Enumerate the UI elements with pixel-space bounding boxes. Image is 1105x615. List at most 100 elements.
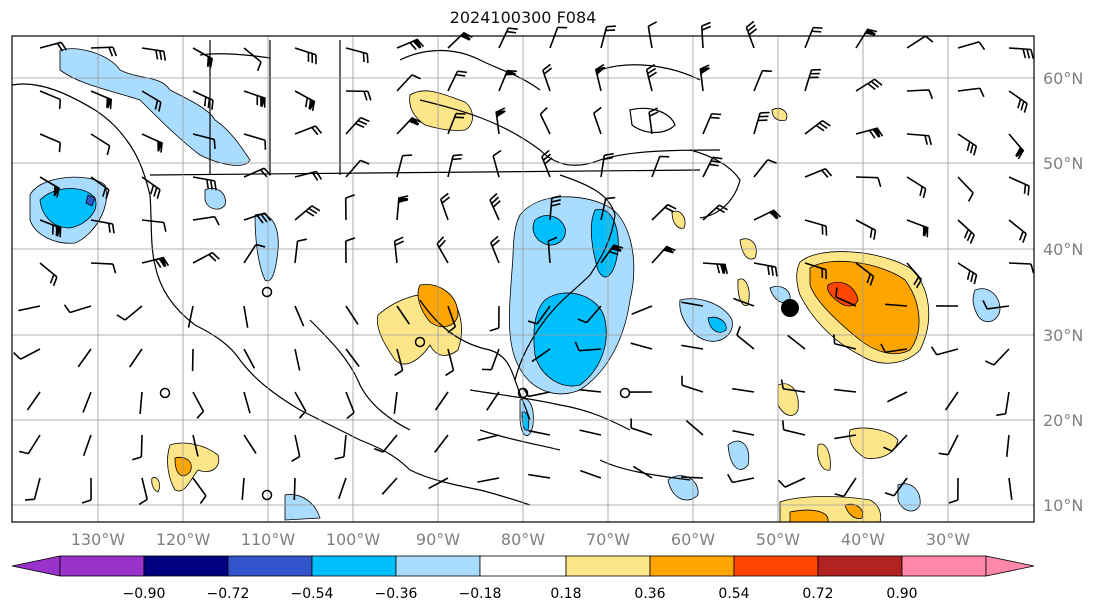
lat-tick-label: 20°N — [1043, 411, 1083, 430]
colorbar-label: 0.90 — [886, 586, 917, 602]
wind-barb — [834, 434, 857, 440]
wind-barb — [777, 477, 806, 488]
wind-barb — [447, 112, 466, 135]
wind-barb — [957, 133, 978, 156]
wind-barb — [957, 176, 974, 202]
wind-barb — [681, 301, 704, 307]
wind-barb — [192, 215, 220, 226]
wind-barb — [77, 348, 92, 368]
wind-barb — [880, 343, 908, 354]
colorbar-label: 0.72 — [802, 586, 833, 602]
calm-circle — [159, 387, 171, 399]
wind-barb — [63, 304, 92, 314]
wind-barb — [192, 133, 216, 149]
wind-barb — [90, 133, 111, 156]
wind-barb — [579, 429, 602, 436]
wind-barb — [393, 391, 398, 414]
wind-barb — [753, 69, 772, 92]
wind-barb — [580, 469, 602, 479]
wind-barb — [732, 429, 755, 436]
wind-barb — [192, 176, 217, 191]
wind-barb — [396, 116, 422, 135]
wind-barb — [192, 90, 214, 110]
wind-barb — [434, 434, 449, 453]
wind-barb — [489, 305, 500, 332]
wind-barb — [373, 434, 398, 453]
lon-tick-label: 120°W — [156, 530, 211, 549]
wind-barb — [90, 262, 117, 274]
colorbar-label: 0.36 — [634, 586, 665, 602]
wind-barb — [39, 90, 62, 109]
colorbar-segment — [227, 555, 313, 577]
wind-barb — [528, 473, 551, 479]
wind-barb — [600, 196, 616, 221]
wind-barb — [345, 391, 355, 420]
wind-barb — [834, 477, 857, 498]
wind-barb — [539, 107, 551, 135]
wind-barb — [787, 334, 806, 350]
wind-barb — [294, 90, 316, 112]
wind-barb — [128, 348, 143, 368]
colorbar-segment — [901, 555, 987, 577]
wind-barb — [600, 25, 617, 49]
wind-barb — [835, 287, 857, 307]
wind-barb — [434, 391, 449, 411]
wind-barb — [531, 348, 551, 363]
wind-barb — [957, 87, 985, 98]
lon-tick-label: 70°W — [586, 530, 630, 549]
wind-barb — [648, 107, 659, 135]
wind-barb — [436, 236, 449, 264]
wind-barb — [495, 107, 506, 135]
wind-barb — [477, 477, 500, 483]
colorbar-label: −0.36 — [375, 586, 418, 602]
lon-tick-label: 30°W — [926, 530, 970, 549]
wind-barb — [39, 41, 68, 52]
wind-barb — [886, 391, 908, 403]
lat-tick-labels: 60°N 50°N 40°N 30°N 20°N 10°N — [1043, 69, 1083, 515]
wind-barb — [547, 236, 558, 264]
wind-barb — [1008, 176, 1030, 196]
wind-barb — [381, 477, 398, 495]
wind-barb — [855, 28, 878, 49]
wind-barb — [834, 388, 857, 393]
colorbar-label: −0.72 — [207, 586, 250, 602]
wind-barb — [804, 68, 821, 92]
wind-barb — [243, 212, 272, 224]
wind-barb — [243, 47, 262, 72]
wind-barb — [192, 47, 214, 69]
wind-barb — [804, 119, 831, 135]
wind-barb — [651, 203, 677, 221]
wind-barb — [344, 194, 355, 221]
wind-barb — [141, 219, 167, 232]
wind-barb — [291, 434, 301, 463]
wind-barb — [906, 133, 932, 146]
wind-barb — [702, 262, 729, 274]
negative-core-east-coast — [533, 292, 607, 387]
calm-circle — [414, 336, 426, 348]
wind-barb — [294, 348, 301, 371]
wind-barb — [334, 434, 347, 460]
wind-barb — [396, 74, 421, 92]
wind-barb — [396, 195, 409, 221]
wind-barb — [753, 111, 770, 135]
wind-barb — [782, 420, 806, 436]
wind-barb — [477, 434, 500, 442]
wind-barb — [141, 256, 170, 269]
colorbar-extend-high — [985, 555, 1035, 577]
wind-barb — [243, 167, 272, 178]
colorbar-extend-low — [11, 555, 61, 577]
wind-barb — [957, 41, 986, 51]
colorbar-segment — [733, 555, 819, 577]
wind-barb — [549, 195, 562, 221]
wind-barb — [293, 477, 296, 501]
wind-barb — [753, 209, 781, 221]
wind-barb — [82, 391, 92, 413]
wind-barb — [804, 167, 833, 178]
wind-barb — [243, 391, 251, 414]
wind-barb — [579, 388, 602, 393]
wind-barb — [345, 116, 370, 135]
wind-barb — [632, 465, 653, 479]
wind-barb — [984, 348, 1010, 366]
colorbar-segment — [395, 555, 481, 577]
wind-barb — [439, 192, 451, 221]
